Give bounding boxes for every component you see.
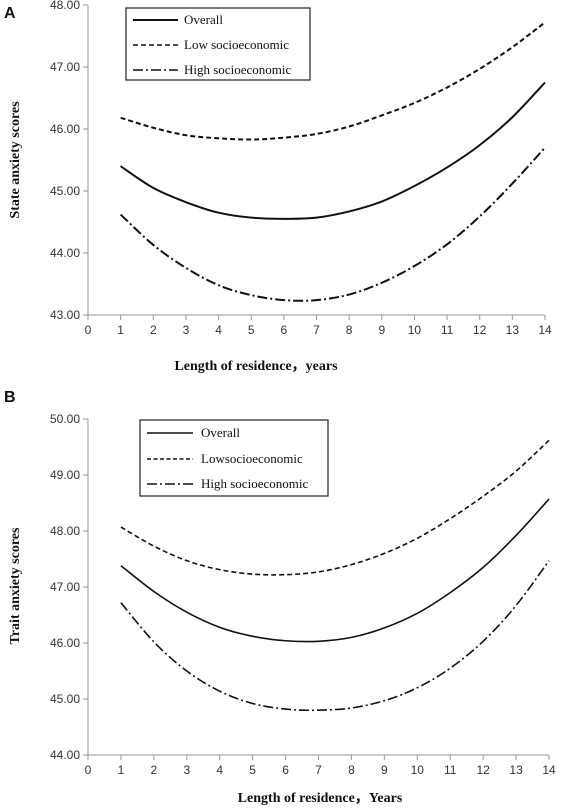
x-tick-label: 14 bbox=[538, 323, 552, 337]
x-tick-label: 4 bbox=[216, 763, 223, 777]
series-line-low-socioeconomic bbox=[120, 21, 546, 141]
x-tick-label: 3 bbox=[183, 763, 190, 777]
x-tick-label: 6 bbox=[281, 323, 288, 337]
series-lines bbox=[120, 439, 550, 712]
x-tick-label: 6 bbox=[282, 763, 289, 777]
legend-label-overall: Overall bbox=[184, 12, 223, 27]
x-tick-label: 7 bbox=[315, 763, 322, 777]
x-tick-label: 12 bbox=[473, 323, 487, 337]
x-axis-title: Length of residence，Years bbox=[238, 791, 403, 806]
y-tick-label: 48.00 bbox=[50, 0, 80, 12]
y-tick-label: 49.00 bbox=[50, 468, 80, 482]
legend: Overall Low socioeconomic High socioecon… bbox=[125, 7, 311, 81]
x-tick-label: 11 bbox=[441, 323, 454, 337]
x-tick-label: 8 bbox=[346, 323, 353, 337]
series-line-overall bbox=[120, 81, 546, 220]
x-tick-label: 8 bbox=[348, 763, 355, 777]
x-tick-label: 10 bbox=[411, 763, 425, 777]
y-tick-label: 45.00 bbox=[50, 184, 80, 198]
x-tick-label: 14 bbox=[542, 763, 556, 777]
legend-label-high: High socioeconomic bbox=[184, 62, 291, 77]
series-line-lowsocioeconomic bbox=[120, 439, 550, 576]
x-tick-label: 1 bbox=[118, 763, 125, 777]
x-tick-label: 2 bbox=[150, 323, 157, 337]
y-tick-label: 46.00 bbox=[50, 636, 80, 650]
x-tick-label: 5 bbox=[249, 763, 256, 777]
panel-b: B Trait anxiety scores Length of residen… bbox=[4, 389, 556, 806]
x-tick-label: 2 bbox=[151, 763, 158, 777]
legend-label-low: Lowsocioeconomic bbox=[201, 451, 303, 466]
y-axis-title: Trait anxiety scores bbox=[8, 527, 23, 644]
x-tick-label: 1 bbox=[117, 323, 124, 337]
x-tick-labels: 0 1 2 3 4 5 6 7 8 9 10 11 12 13 14 bbox=[85, 755, 556, 777]
legend: Overall Lowsocioeconomic High socioecono… bbox=[139, 419, 329, 497]
y-tick-label: 44.00 bbox=[50, 748, 80, 762]
panel-a: A State anxiety scores Length of residen… bbox=[4, 0, 552, 374]
x-tick-label: 3 bbox=[183, 323, 190, 337]
x-tick-label: 4 bbox=[215, 323, 222, 337]
x-axis-title: Length of residence，years bbox=[174, 359, 338, 374]
x-tick-label: 13 bbox=[506, 323, 520, 337]
legend-label-high: High socioeconomic bbox=[201, 476, 308, 491]
y-tick-label: 50.00 bbox=[50, 412, 80, 426]
x-tick-label: 0 bbox=[85, 763, 92, 777]
y-tick-labels: 44.00 45.00 46.00 47.00 48.00 49.00 50.00 bbox=[50, 412, 88, 762]
y-tick-label: 45.00 bbox=[50, 692, 80, 706]
y-tick-label: 47.00 bbox=[50, 580, 80, 594]
series-lines bbox=[119, 21, 546, 302]
y-axis-title: State anxiety scores bbox=[8, 101, 23, 219]
y-tick-label: 44.00 bbox=[50, 246, 80, 260]
x-tick-label: 11 bbox=[444, 763, 457, 777]
x-tick-label: 10 bbox=[408, 323, 422, 337]
series-line-high-socioeconomic bbox=[119, 146, 546, 302]
x-tick-label: 0 bbox=[85, 323, 92, 337]
x-tick-label: 7 bbox=[313, 323, 320, 337]
x-tick-label: 5 bbox=[248, 323, 255, 337]
x-tick-label: 9 bbox=[381, 763, 388, 777]
series-line-high-socioeconomic bbox=[120, 560, 550, 712]
x-tick-label: 13 bbox=[509, 763, 523, 777]
panel-label: B bbox=[4, 389, 16, 406]
y-tick-label: 48.00 bbox=[50, 524, 80, 538]
legend-label-overall: Overall bbox=[201, 425, 240, 440]
panel-label: A bbox=[4, 5, 16, 22]
x-tick-labels: 0 1 2 3 4 5 6 7 8 9 10 11 12 13 14 bbox=[85, 315, 552, 337]
y-tick-label: 47.00 bbox=[50, 60, 80, 74]
y-tick-labels: 43.00 44.00 45.00 46.00 47.00 48.00 bbox=[50, 0, 88, 322]
x-tick-label: 12 bbox=[476, 763, 490, 777]
series-line-overall bbox=[120, 498, 550, 643]
x-tick-label: 9 bbox=[378, 323, 385, 337]
legend-label-low: Low socioeconomic bbox=[184, 37, 289, 52]
y-tick-label: 46.00 bbox=[50, 122, 80, 136]
y-tick-label: 43.00 bbox=[50, 308, 80, 322]
